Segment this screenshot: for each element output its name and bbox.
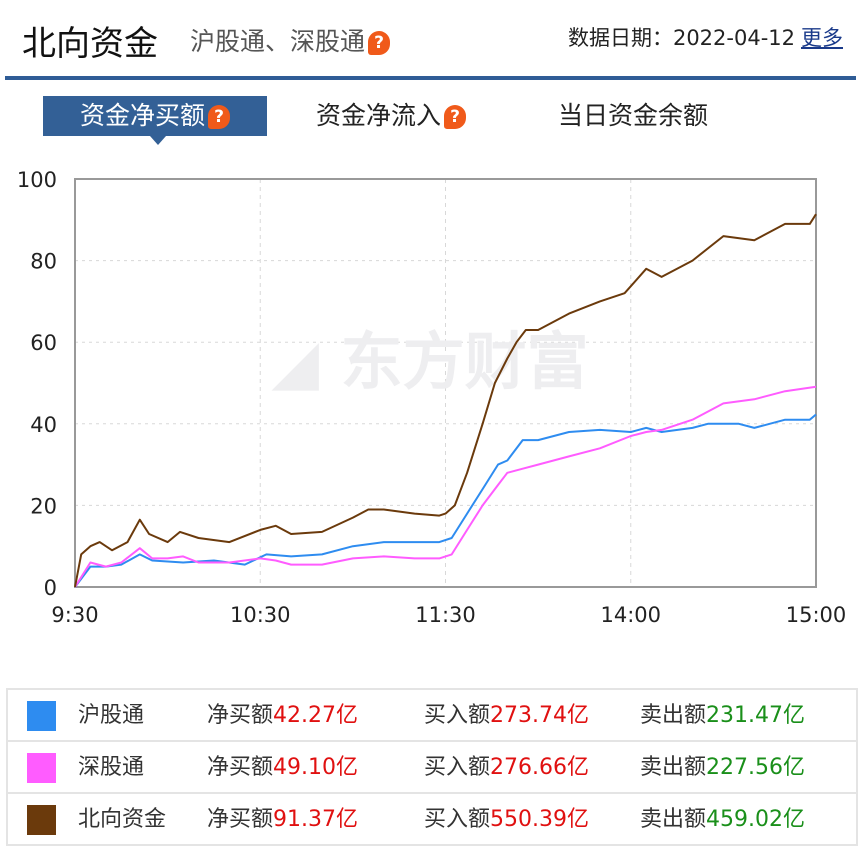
legend-row-sz: 深股通 净买额49.10亿 买入额276.66亿 卖出额227.56亿 bbox=[8, 740, 856, 792]
date-label: 数据日期： bbox=[567, 26, 673, 50]
series-line-0 bbox=[74, 413, 817, 588]
net-buy: 净买额49.10亿 bbox=[207, 753, 358, 783]
value: 227.56亿 bbox=[706, 755, 805, 780]
subtitle: 沪股通、深股通? bbox=[190, 22, 391, 58]
sell-amount: 卖出额227.56亿 bbox=[640, 753, 805, 783]
value: 231.47亿 bbox=[706, 703, 805, 728]
page-title: 北向资金 bbox=[22, 24, 158, 64]
tab-label: 资金净买额 bbox=[79, 101, 205, 130]
x-tick-label: 9:30 bbox=[51, 603, 98, 627]
date-value: 2022-04-12 bbox=[672, 26, 795, 50]
question-bubble-icon[interactable]: ? bbox=[368, 31, 391, 55]
tab-label: 资金净流入 bbox=[316, 101, 442, 130]
legend-row-north: 北向资金 净买额91.37亿 买入额550.39亿 卖出额459.02亿 bbox=[8, 792, 856, 844]
label: 净买额 bbox=[207, 807, 274, 832]
tab-net-buy[interactable]: 资金净买额? bbox=[43, 96, 267, 136]
series-line-2 bbox=[74, 213, 817, 588]
value: 276.66亿 bbox=[490, 755, 589, 780]
value: 550.39亿 bbox=[490, 807, 589, 832]
swatch bbox=[27, 753, 56, 783]
more-link[interactable]: 更多 bbox=[801, 26, 843, 50]
label: 买入额 bbox=[424, 807, 491, 832]
x-tick-label: 15:00 bbox=[786, 603, 847, 627]
swatch bbox=[27, 701, 56, 731]
series-line-1 bbox=[74, 385, 817, 588]
x-tick-label: 11:30 bbox=[415, 603, 476, 627]
series-name: 北向资金 bbox=[78, 807, 167, 832]
buy-amount: 买入额276.66亿 bbox=[424, 753, 589, 783]
tab-net-inflow[interactable]: 资金净流入? bbox=[316, 96, 467, 136]
sell-amount: 卖出额459.02亿 bbox=[640, 805, 805, 835]
data-date: 数据日期：2022-04-12 更多 bbox=[568, 22, 843, 52]
tab-label: 当日资金余额 bbox=[558, 101, 709, 130]
label: 买入额 bbox=[424, 755, 491, 780]
x-tick-label: 10:30 bbox=[230, 603, 291, 627]
y-tick-label: 80 bbox=[30, 250, 57, 274]
legend-row-sh: 沪股通 净买额42.27亿 买入额273.74亿 卖出额231.47亿 bbox=[8, 690, 856, 740]
y-tick-label: 40 bbox=[30, 413, 57, 437]
label: 卖出额 bbox=[640, 703, 707, 728]
label: 净买额 bbox=[207, 703, 274, 728]
y-tick-label: 20 bbox=[30, 494, 57, 518]
swatch bbox=[27, 805, 56, 835]
net-buy: 净买额91.37亿 bbox=[207, 805, 358, 835]
sell-amount: 卖出额231.47亿 bbox=[640, 701, 805, 731]
label: 买入额 bbox=[424, 703, 491, 728]
question-bubble-icon[interactable]: ? bbox=[208, 105, 230, 129]
buy-amount: 买入额273.74亿 bbox=[424, 701, 589, 731]
series-name: 沪股通 bbox=[78, 703, 145, 728]
value: 42.27亿 bbox=[273, 703, 358, 728]
series-name: 深股通 bbox=[78, 755, 145, 780]
active-tab-arrow bbox=[150, 136, 166, 145]
net-buy-chart: ◢ 东方财富 0 20 40 60 80 100 9:30 10:30 11:30 14:00 1… bbox=[17, 168, 847, 627]
net-buy: 净买额42.27亿 bbox=[207, 701, 358, 731]
watermark-logo: ◢ 东方财富 bbox=[271, 325, 588, 398]
label: 卖出额 bbox=[640, 755, 707, 780]
y-tick-label: 100 bbox=[17, 168, 57, 192]
plot-frame bbox=[74, 178, 817, 588]
tab-daily-balance[interactable]: 当日资金余额 bbox=[558, 96, 708, 136]
legend-table: 沪股通 净买额42.27亿 买入额273.74亿 卖出额231.47亿 深股通 … bbox=[6, 688, 858, 846]
y-tick-label: 60 bbox=[30, 331, 57, 355]
value: 459.02亿 bbox=[706, 807, 805, 832]
header-divider bbox=[5, 76, 856, 80]
label: 卖出额 bbox=[640, 807, 707, 832]
question-bubble-icon[interactable]: ? bbox=[444, 105, 467, 129]
value: 273.74亿 bbox=[490, 703, 589, 728]
x-tick-label: 14:00 bbox=[600, 603, 661, 627]
value: 91.37亿 bbox=[273, 807, 358, 832]
buy-amount: 买入额550.39亿 bbox=[424, 805, 589, 835]
y-tick-label: 0 bbox=[44, 576, 57, 600]
subtitle-text: 沪股通、深股通 bbox=[190, 27, 366, 56]
value: 49.10亿 bbox=[273, 755, 358, 780]
label: 净买额 bbox=[207, 755, 274, 780]
